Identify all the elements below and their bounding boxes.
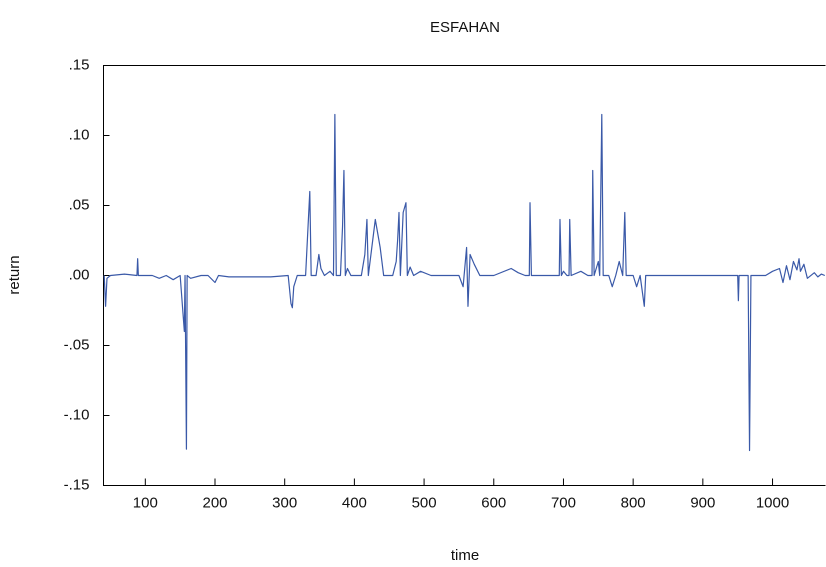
x-tick-label: 100	[133, 494, 158, 511]
x-tick-label: 500	[412, 494, 437, 511]
x-tick-label: 400	[342, 494, 367, 511]
y-tick-label: .10	[69, 126, 90, 143]
data-line	[103, 113, 826, 452]
y-tick-label: -.15	[64, 476, 90, 493]
chart-title: ESFAHAN	[430, 19, 500, 36]
y-tick-label: -.05	[64, 336, 90, 353]
y-tick-label: .15	[69, 56, 90, 73]
x-tick-label: 300	[272, 494, 297, 511]
x-tick-label: 900	[690, 494, 715, 511]
x-tick-label: 1000	[756, 494, 789, 511]
y-tick-label: .00	[69, 266, 90, 283]
y-axis-label: return	[6, 255, 23, 294]
x-tick-label: 200	[202, 494, 227, 511]
x-tick-label: 700	[551, 494, 576, 511]
y-tick-label: .05	[69, 196, 90, 213]
x-tick-label: 800	[621, 494, 646, 511]
y-tick-label: -.10	[64, 406, 90, 423]
x-axis-label: time	[451, 547, 479, 564]
x-tick-label: 600	[481, 494, 506, 511]
